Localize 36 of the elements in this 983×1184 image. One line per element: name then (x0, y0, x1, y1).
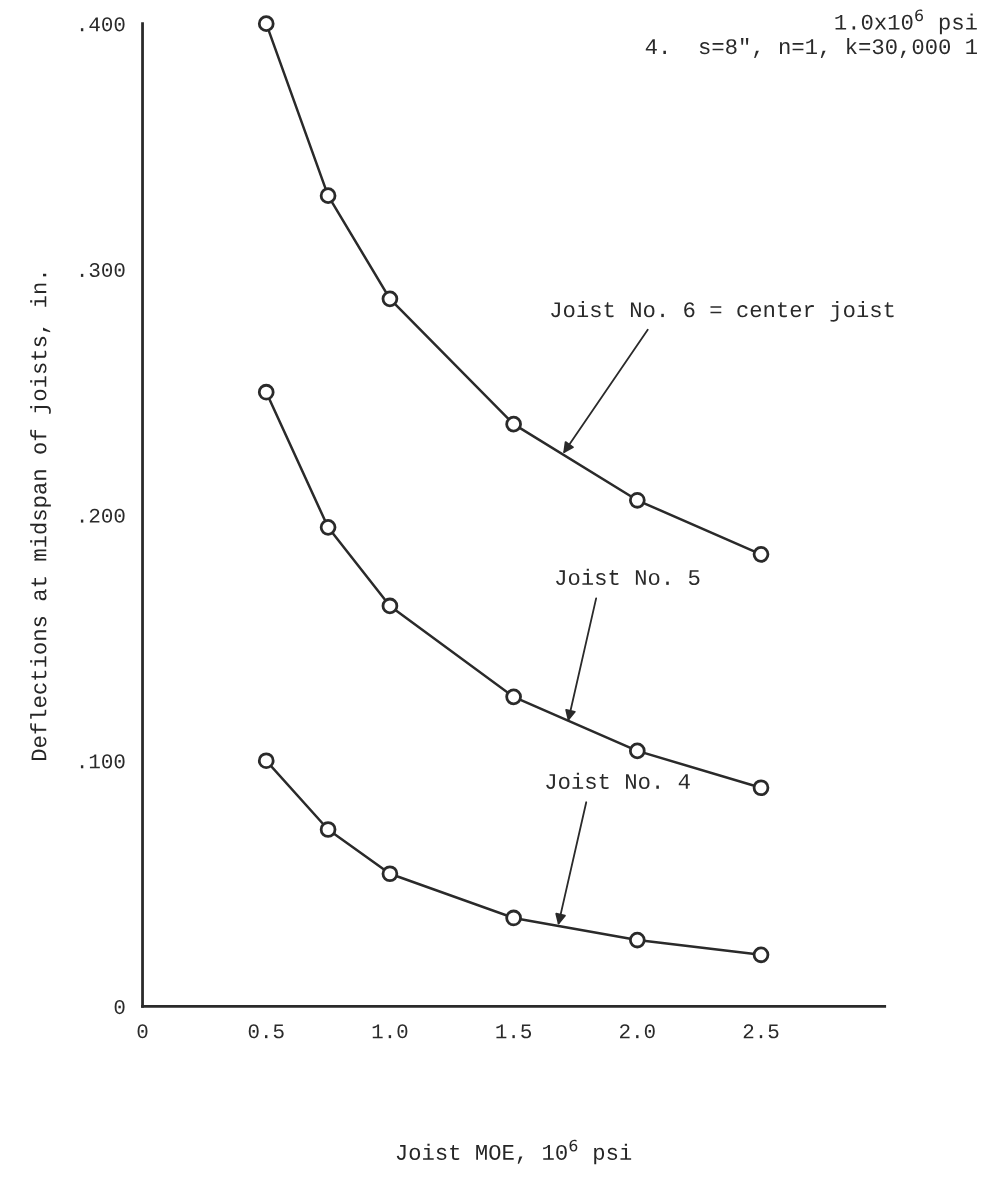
point (628, 931, 646, 949)
point (381, 290, 399, 308)
annotation: Joist No. 4 (546, 772, 690, 789)
point (257, 15, 275, 33)
y-tick-label: .100 (80, 754, 125, 769)
annotation: 4. s=8", n=1, k=30,000 1 (645, 37, 977, 58)
x-tick-label: 2.0 (620, 1024, 655, 1039)
point (381, 597, 399, 615)
point (752, 946, 770, 964)
point (752, 779, 770, 797)
point (257, 383, 275, 401)
x-tick-label: 0.5 (248, 1024, 284, 1039)
annotation: Joist No. 5 (556, 568, 700, 586)
x-tick-label: 1.0 (372, 1024, 408, 1039)
point (505, 415, 522, 433)
y-axis-title: Deflections at midspan of joists, in. (30, 273, 51, 761)
point (319, 821, 337, 838)
point (319, 518, 337, 536)
point (752, 546, 770, 563)
point (381, 865, 399, 883)
x-tick-label: 0 (137, 1024, 148, 1039)
point (628, 491, 646, 509)
point (319, 187, 337, 204)
annotation: 1.0x10$^{6}$ psi (835, 9, 977, 35)
x-axis-title: Joist MOE, 10$^{6}$ psi (396, 1139, 632, 1165)
y-tick-label: 0 (114, 1000, 125, 1015)
point (505, 909, 522, 927)
point (628, 742, 646, 760)
point (505, 688, 522, 706)
x-tick-label: 2.5 (743, 1024, 779, 1039)
point (257, 752, 275, 770)
x-tick-label: 1.5 (496, 1024, 532, 1039)
y-tick-label: .300 (80, 262, 125, 278)
y-tick-label: .200 (80, 508, 125, 523)
y-tick-label: .400 (80, 17, 125, 32)
annotation: Joist No. 6 = center joist (551, 300, 894, 322)
